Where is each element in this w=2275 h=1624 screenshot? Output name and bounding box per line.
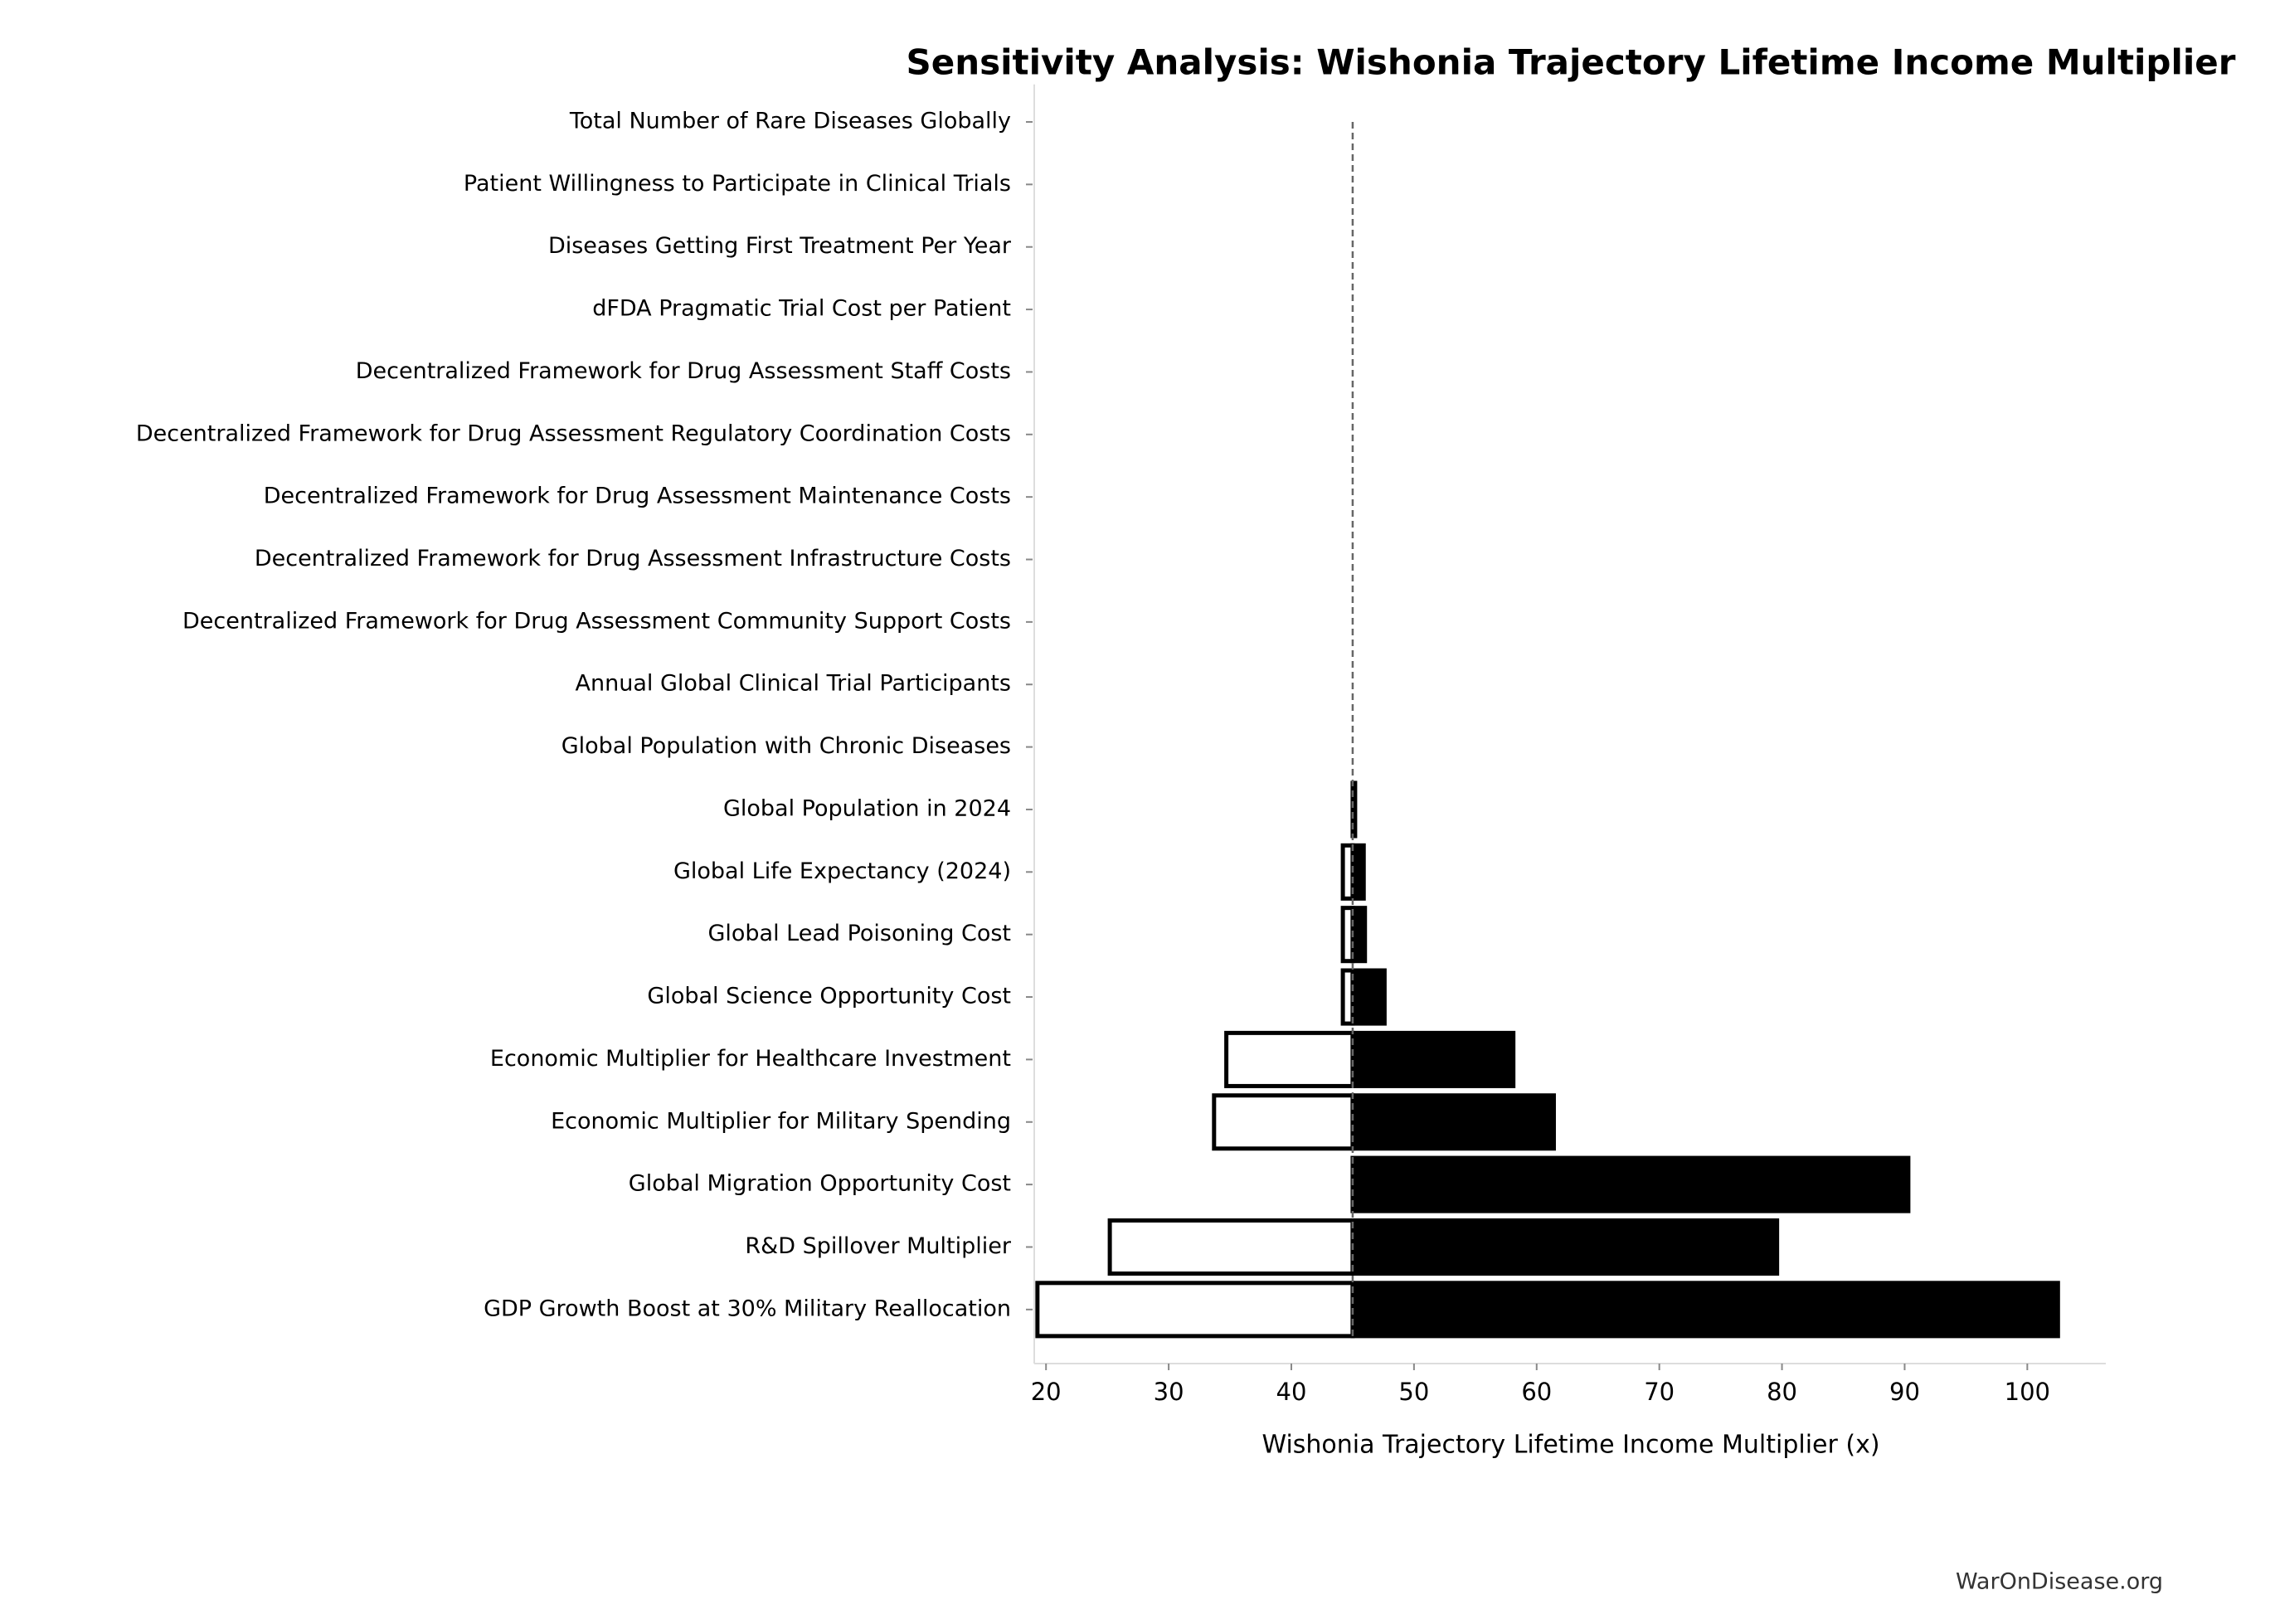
- x-tick-label: 70: [1644, 1378, 1675, 1406]
- y-tick-label: Total Number of Rare Diseases Globally: [569, 109, 1011, 134]
- y-tick-label: Global Population in 2024: [723, 795, 1011, 821]
- x-tick-label: 50: [1398, 1378, 1429, 1406]
- low-bar: [1224, 1030, 1355, 1088]
- y-tick-label: Global Migration Opportunity Cost: [629, 1171, 1011, 1197]
- y-tick-label: Decentralized Framework for Drug Assessm…: [136, 421, 1011, 446]
- high-bar: [1350, 1155, 1911, 1213]
- footer: WarOnDisease.org: [1956, 1569, 2163, 1595]
- y-tick-label: Global Lead Poisoning Cost: [707, 921, 1011, 946]
- chart-title: Sensitivity Analysis: Wishonia Trajector…: [907, 42, 2236, 83]
- x-tick-label: 100: [2005, 1378, 2050, 1406]
- y-tick-label: Decentralized Framework for Drug Assessm…: [264, 484, 1011, 509]
- y-tick-label: Decentralized Framework for Drug Assessm…: [182, 608, 1011, 634]
- low-bar: [1035, 1281, 1355, 1339]
- y-tick-label: Economic Multiplier for Healthcare Inves…: [490, 1046, 1011, 1072]
- high-bar: [1350, 1030, 1516, 1088]
- x-tick-label: 60: [1521, 1378, 1552, 1406]
- y-tick-label: Economic Multiplier for Military Spendin…: [551, 1108, 1011, 1134]
- y-tick-label: Global Life Expectancy (2024): [673, 858, 1011, 884]
- high-bar: [1350, 780, 1358, 839]
- x-tick-label: 20: [1031, 1378, 1062, 1406]
- high-bar: [1350, 843, 1366, 901]
- low-bar: [1212, 1093, 1355, 1151]
- y-tick-label: Global Science Opportunity Cost: [647, 984, 1011, 1009]
- y-tick-label: Annual Global Clinical Trial Participant…: [576, 671, 1011, 697]
- y-tick-label: dFDA Pragmatic Trial Cost per Patient: [592, 296, 1011, 322]
- y-tick-label: Diseases Getting First Treatment Per Yea…: [548, 233, 1012, 259]
- high-bar: [1350, 1218, 1780, 1276]
- high-bar: [1350, 1093, 1556, 1151]
- y-tick-label: GDP Growth Boost at 30% Military Realloc…: [484, 1296, 1011, 1321]
- x-tick-label: 40: [1276, 1378, 1307, 1406]
- y-tick-label: Decentralized Framework for Drug Assessm…: [255, 546, 1011, 571]
- y-tick-label: Decentralized Framework for Drug Assessm…: [356, 358, 1011, 384]
- low-bar: [1107, 1218, 1355, 1276]
- high-bar: [1350, 906, 1368, 964]
- x-tick-label: 30: [1154, 1378, 1184, 1406]
- y-tick-label: R&D Spillover Multiplier: [745, 1233, 1012, 1259]
- high-bar: [1350, 968, 1387, 1026]
- high-bar: [1350, 1281, 2060, 1339]
- y-tick-label: Global Population with Chronic Diseases: [561, 733, 1011, 759]
- x-axis-label: Wishonia Trajectory Lifetime Income Mult…: [1261, 1431, 1879, 1460]
- x-tick-label: 90: [1889, 1378, 1920, 1406]
- y-tick-label: Patient Willingness to Participate in Cl…: [464, 171, 1011, 197]
- x-tick-label: 80: [1767, 1378, 1797, 1406]
